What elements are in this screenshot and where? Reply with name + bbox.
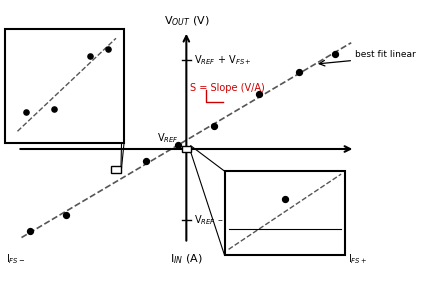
Text: best fit linear: best fit linear: [355, 50, 416, 59]
Point: [62, 212, 69, 217]
Text: V$_{REF}$: V$_{REF}$: [271, 235, 291, 247]
Text: I$_{FS+}$: I$_{FS+}$: [348, 252, 367, 266]
Point: [332, 52, 339, 56]
Point: [50, 107, 57, 111]
Point: [211, 124, 218, 129]
Text: V$_{REF}$ – V$_{FS-}$: V$_{REF}$ – V$_{FS-}$: [193, 213, 248, 227]
Bar: [6, 30, 124, 143]
Bar: [111, 166, 121, 173]
Bar: [225, 171, 345, 255]
Text: I$_{IN}$ (A): I$_{IN}$ (A): [170, 252, 203, 266]
Point: [255, 91, 262, 96]
Bar: [182, 146, 191, 152]
Text: I$_{FS-}$: I$_{FS-}$: [6, 252, 25, 266]
Point: [296, 69, 302, 74]
Point: [86, 53, 93, 58]
Text: V$_{REF}$: V$_{REF}$: [156, 132, 178, 145]
Point: [26, 229, 33, 234]
Point: [175, 142, 182, 147]
Point: [22, 109, 29, 114]
Text: V$_{OUT}$ (V): V$_{OUT}$ (V): [164, 14, 209, 28]
Text: S = Slope (V/A): S = Slope (V/A): [190, 83, 265, 93]
Text: V$_{REF}$ + V$_{FS+}$: V$_{REF}$ + V$_{FS+}$: [193, 54, 251, 67]
Point: [282, 197, 288, 201]
Point: [104, 46, 111, 51]
Text: V$_{OUT, 0 A}$: V$_{OUT, 0 A}$: [244, 182, 277, 195]
Text: V$_{OE}$: V$_{OE}$: [307, 207, 329, 221]
Text: V$_{NL}$: V$_{NL}$: [23, 96, 44, 110]
Point: [143, 159, 150, 163]
